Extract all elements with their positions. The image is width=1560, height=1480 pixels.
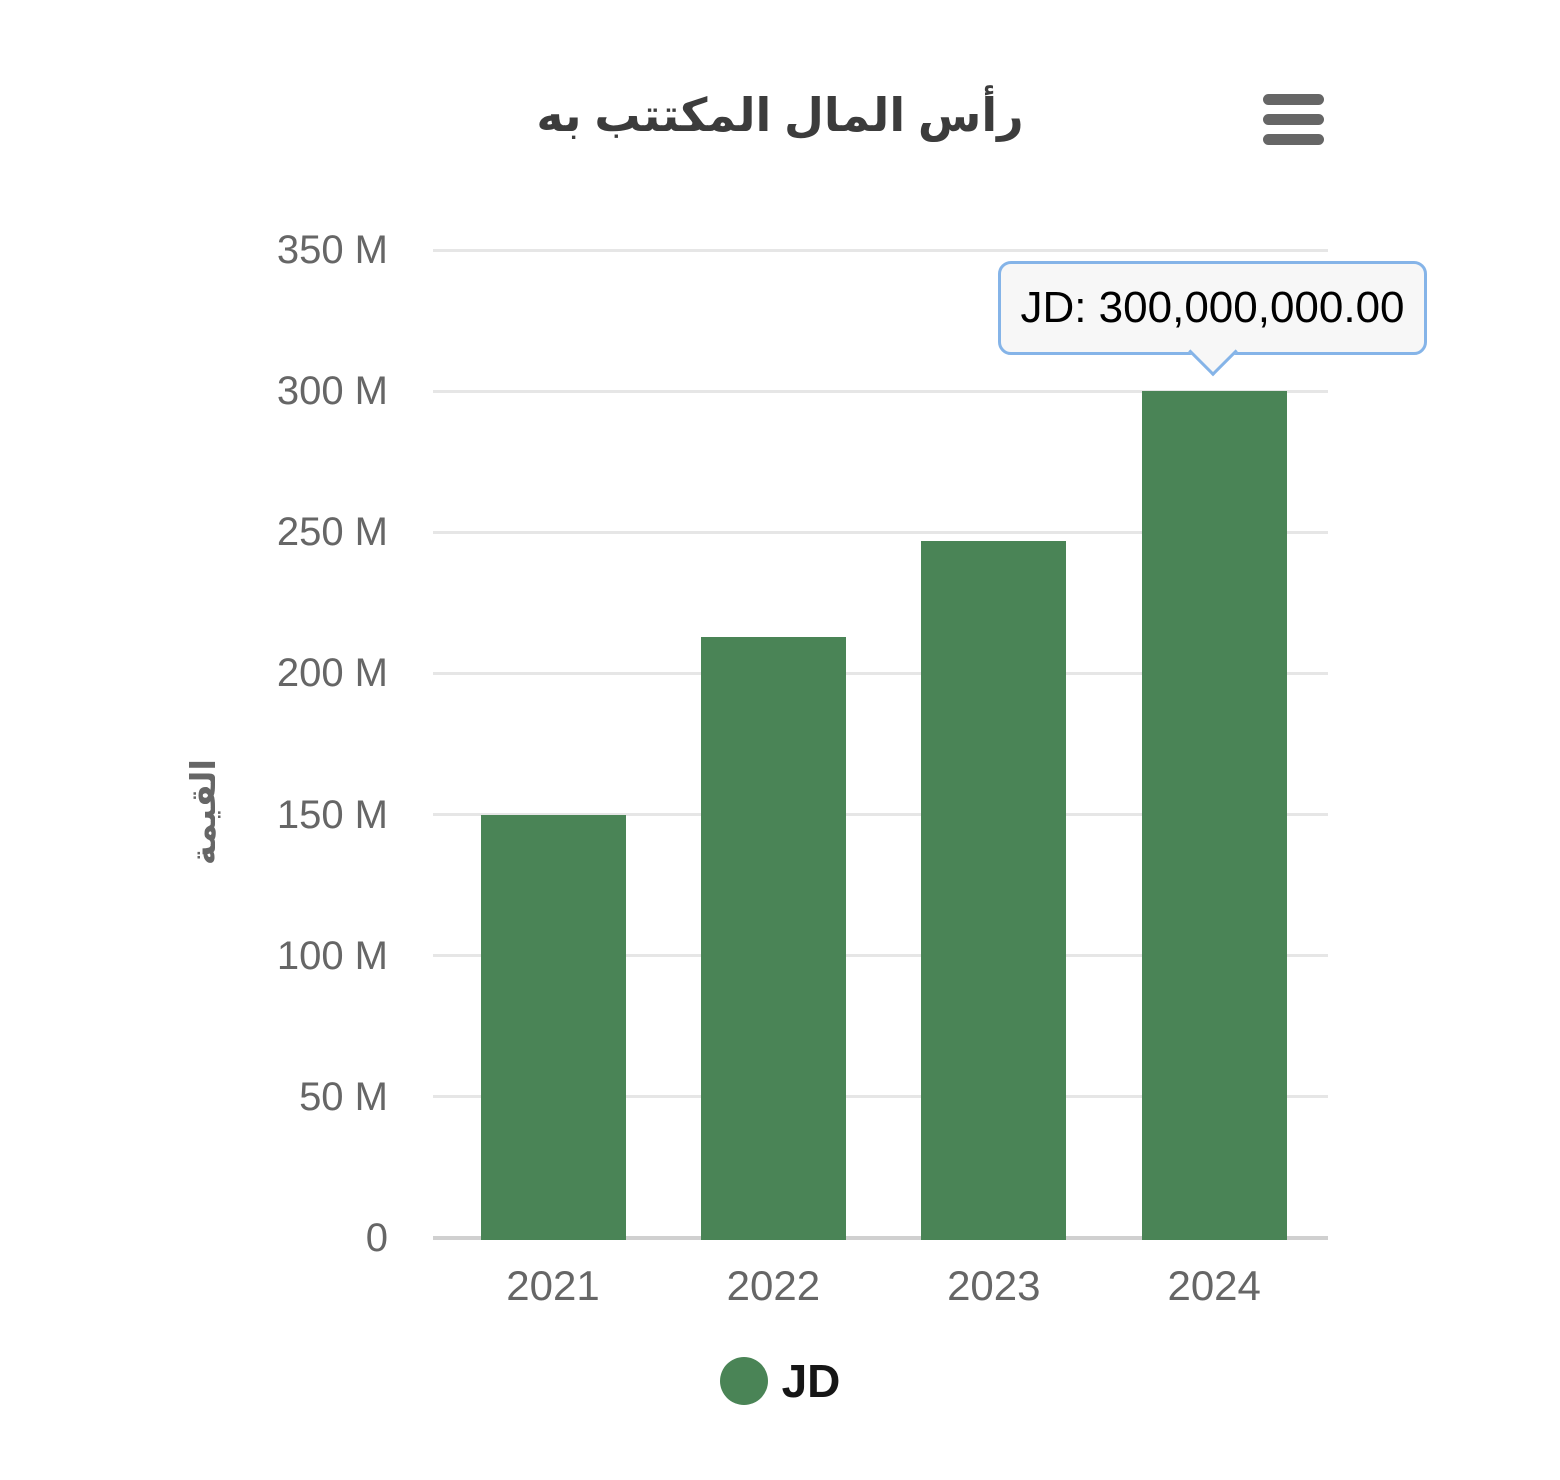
bar-2022[interactable] (700, 636, 846, 1240)
y-axis-tick-label: 100 M (276, 933, 388, 978)
y-axis-tick-label: 50 M (299, 1074, 388, 1119)
y-axis-tick-label: 350 M (276, 228, 388, 272)
x-axis-tick-label-2023: 2023 (947, 1262, 1041, 1309)
hamburger-icon (1263, 94, 1324, 105)
x-axis-tick-label-2024: 2024 (1167, 1262, 1261, 1309)
y-gridline (433, 954, 1328, 958)
legend-item-jd[interactable]: JD (781, 1355, 841, 1407)
y-axis-tick-label: 300 M (276, 369, 388, 414)
tooltip-arrow (1187, 326, 1238, 377)
hamburger-icon (1263, 114, 1324, 125)
y-axis-tick-label: 250 M (276, 510, 388, 555)
y-gridline (433, 671, 1328, 675)
legend: JD (0, 1354, 1560, 1408)
chart-context-menu-button[interactable] (1263, 94, 1324, 150)
x-axis-line (433, 1236, 1328, 1240)
bar-2023[interactable] (921, 540, 1067, 1240)
bar-2021[interactable] (480, 814, 626, 1240)
tooltip: JD: 300,000,000.00 (998, 261, 1427, 377)
hamburger-icon (1263, 134, 1324, 145)
y-axis-tick-label: 200 M (276, 651, 388, 696)
y-gridline (433, 530, 1328, 534)
y-gridline (433, 1095, 1328, 1099)
y-gridline (433, 389, 1328, 393)
y-gridline (433, 248, 1328, 252)
y-gridline (433, 813, 1328, 817)
y-axis-tick-label: 150 M (276, 792, 388, 837)
x-axis-tick-label-2021: 2021 (506, 1262, 600, 1309)
legend-marker-jd[interactable] (719, 1357, 768, 1405)
tooltip-text: JD: 300,000,000.00 (1020, 283, 1405, 332)
y-axis-tick-label: 0 (365, 1216, 388, 1260)
bar-2024[interactable] (1141, 391, 1287, 1240)
chart-title: رأس المال المكتتب به (536, 89, 1024, 141)
x-axis-tick-label-2022: 2022 (726, 1262, 821, 1309)
